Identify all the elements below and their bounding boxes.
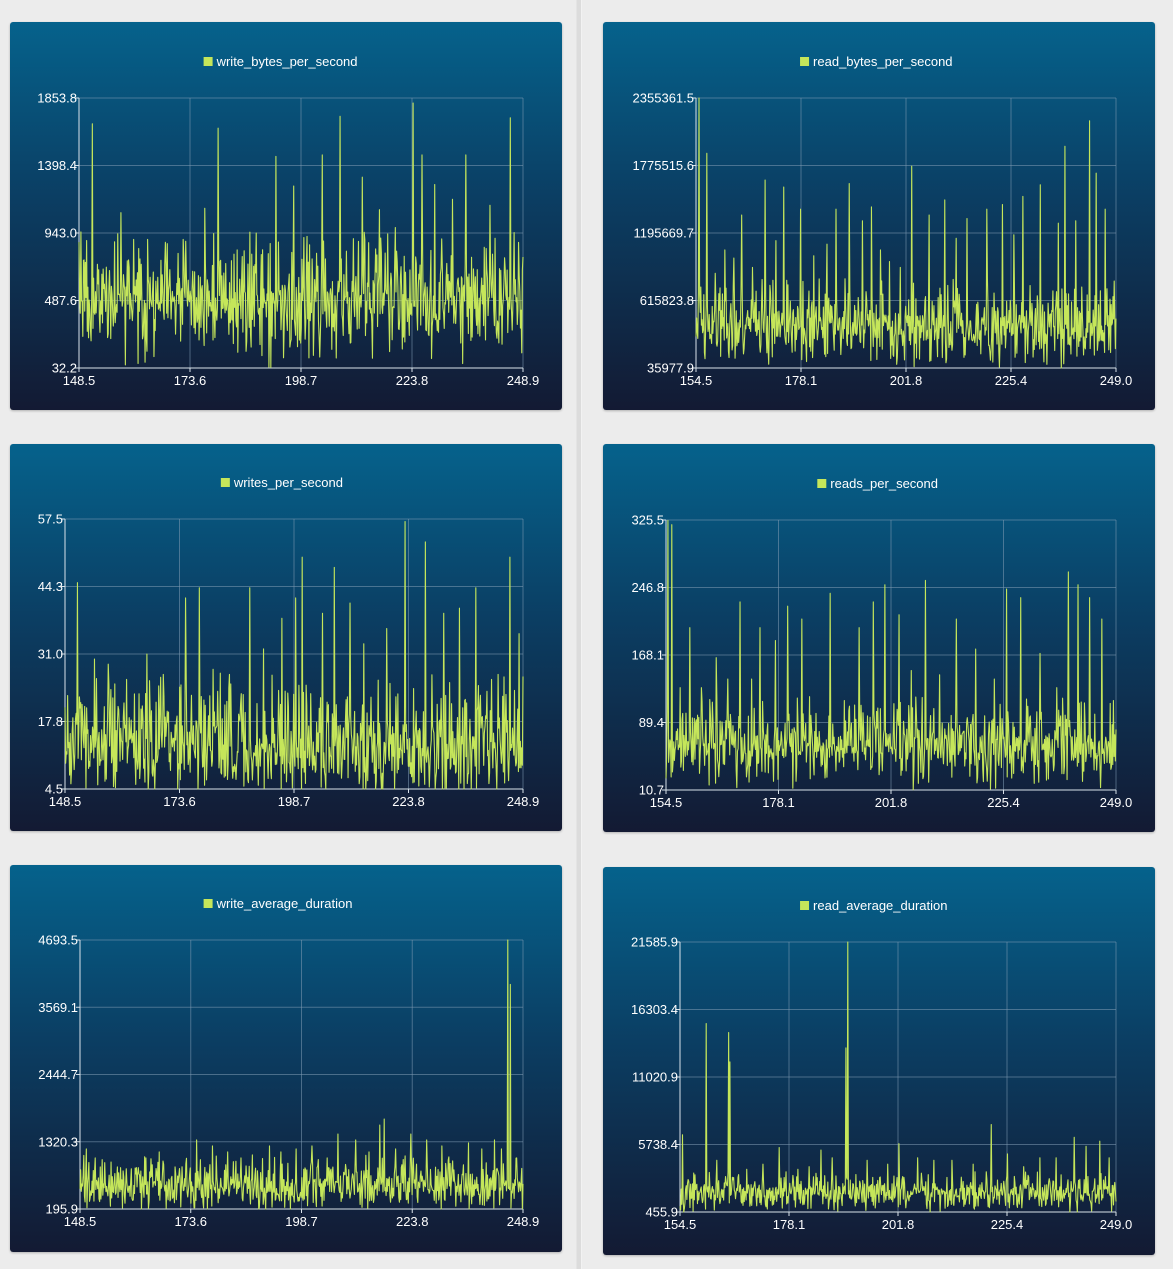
y-tick-label: 4.5 [45, 782, 63, 797]
y-tick-label: 1320.3 [38, 1134, 78, 1149]
x-tick-label: 225.4 [995, 373, 1028, 388]
y-tick-label: 1398.4 [37, 158, 77, 173]
x-tick-label: 249.0 [1100, 1217, 1133, 1232]
x-tick-label: 198.7 [285, 373, 318, 388]
x-tick-label: 154.5 [664, 1217, 697, 1232]
x-tick-label: 225.4 [991, 1217, 1024, 1232]
y-tick-label: 943.0 [44, 226, 77, 241]
legend-swatch [203, 57, 213, 66]
legend[interactable]: reads_per_second [817, 476, 938, 491]
legend-label: read_average_duration [813, 898, 947, 913]
x-tick-label: 248.9 [507, 1214, 540, 1229]
legend[interactable]: write_average_duration [203, 896, 353, 911]
y-tick-label: 16303.4 [631, 1002, 678, 1017]
y-tick-label: 487.6 [44, 293, 77, 308]
x-tick-label: 178.1 [785, 373, 818, 388]
x-tick-label: 225.4 [987, 795, 1020, 810]
y-tick-label: 17.8 [38, 714, 63, 729]
x-tick-label: 201.8 [890, 373, 923, 388]
chart-panel-write-bytes-per-second: 32.2 487.6 943.0 1398.4 1853.8 148.5 173.6 198.… [10, 22, 562, 410]
y-tick-label: 44.3 [38, 579, 63, 594]
chart-panel-read-bytes-per-second: 35977.9 615823.8 1195669.7 1775515.6 2355361… [603, 22, 1155, 410]
y-tick-label: 3569.1 [38, 1000, 78, 1015]
x-tick-label: 249.0 [1100, 373, 1133, 388]
x-tick-label: 198.7 [285, 1214, 318, 1229]
y-tick-label: 21585.9 [631, 935, 678, 950]
x-tick-label: 154.5 [680, 373, 713, 388]
chart-write-bytes-per-second: 32.2 487.6 943.0 1398.4 1853.8 148.5 173.6 198.… [37, 54, 540, 388]
x-tick-label: 148.5 [49, 794, 82, 809]
series-line-read_bytes_per_second [695, 97, 1117, 369]
chart-write-average-duration: 195.9 1320.3 2444.7 3569.1 4693.5 148.5 173.6 1… [38, 896, 540, 1229]
y-tick-label: 32.2 [52, 361, 77, 376]
y-tick-label: 35977.9 [647, 361, 694, 376]
y-tick-label: 89.4 [639, 715, 664, 730]
legend-swatch [220, 478, 230, 487]
column-divider [576, 0, 582, 1269]
series-line-write_bytes_per_second [78, 102, 524, 369]
chart-reads-per-second: 10.7 89.4 168.1 246.8 325.5 154.5 178.1 201.8 22… [631, 476, 1133, 810]
x-tick-label: 248.9 [507, 794, 540, 809]
y-tick-label: 4693.5 [38, 933, 78, 948]
x-tick-label: 223.8 [392, 794, 425, 809]
y-tick-label: 195.9 [45, 1202, 78, 1217]
legend-label: reads_per_second [830, 476, 938, 491]
x-tick-label: 198.7 [278, 794, 311, 809]
y-tick-label: 5738.4 [638, 1137, 678, 1152]
x-tick-label: 154.5 [650, 795, 683, 810]
legend-swatch [817, 479, 827, 488]
x-tick-label: 148.5 [63, 373, 96, 388]
legend-label: writes_per_second [233, 475, 343, 490]
y-tick-label: 1853.8 [37, 91, 77, 106]
x-tick-label: 201.8 [875, 795, 908, 810]
y-tick-label: 615823.8 [640, 293, 694, 308]
y-tick-label: 31.0 [38, 647, 63, 662]
y-tick-label: 168.1 [631, 648, 664, 663]
chart-panel-writes-per-second: 4.5 17.8 31.0 44.3 57.5 148.5 173.6 198.7 223.8 2… [10, 444, 562, 831]
legend[interactable]: read_bytes_per_second [800, 54, 953, 69]
x-tick-label: 173.6 [163, 794, 196, 809]
series-line-reads_per_second [665, 519, 1117, 791]
y-tick-label: 455.9 [645, 1205, 678, 1220]
legend-swatch [203, 899, 213, 908]
y-tick-label: 1775515.6 [633, 158, 694, 173]
series-line-write_average_duration [79, 939, 524, 1210]
chart-read-average-duration: 455.9 5738.4 11020.9 16303.4 21585.9 154.5 178… [631, 898, 1133, 1232]
y-tick-label: 2355361.5 [633, 91, 694, 106]
y-tick-label: 2444.7 [38, 1067, 78, 1082]
legend-label: read_bytes_per_second [813, 54, 953, 69]
legend[interactable]: read_average_duration [800, 898, 947, 913]
x-tick-label: 173.6 [174, 1214, 207, 1229]
series-line-writes_per_second [64, 521, 524, 790]
x-tick-label: 223.8 [396, 1214, 429, 1229]
y-tick-label: 325.5 [631, 513, 664, 528]
x-tick-label: 201.8 [882, 1217, 915, 1232]
legend-label: write_average_duration [216, 896, 353, 911]
x-tick-label: 173.6 [174, 373, 207, 388]
chart-panel-reads-per-second: 10.7 89.4 168.1 246.8 325.5 154.5 178.1 201.8 22… [603, 444, 1155, 832]
x-tick-label: 178.1 [773, 1217, 806, 1232]
chart-writes-per-second: 4.5 17.8 31.0 44.3 57.5 148.5 173.6 198.7 223.8 2… [38, 475, 540, 809]
x-tick-label: 249.0 [1100, 795, 1133, 810]
legend-swatch [800, 901, 810, 910]
x-tick-label: 248.9 [507, 373, 540, 388]
y-tick-label: 246.8 [631, 580, 664, 595]
x-tick-label: 223.8 [396, 373, 429, 388]
y-tick-label: 10.7 [639, 783, 664, 798]
y-tick-label: 11020.9 [632, 1070, 678, 1085]
legend-swatch [800, 57, 810, 66]
series-line-read_average_duration [679, 941, 1117, 1213]
y-tick-label: 57.5 [38, 512, 63, 527]
legend-label: write_bytes_per_second [216, 54, 358, 69]
legend[interactable]: writes_per_second [220, 475, 343, 490]
legend[interactable]: write_bytes_per_second [203, 54, 358, 69]
chart-panel-read-average-duration: 455.9 5738.4 11020.9 16303.4 21585.9 154.5 178… [603, 867, 1155, 1255]
y-tick-label: 1195669.7 [634, 226, 695, 241]
chart-panel-write-average-duration: 195.9 1320.3 2444.7 3569.1 4693.5 148.5 173.6 1… [10, 865, 562, 1252]
x-tick-label: 178.1 [762, 795, 795, 810]
chart-read-bytes-per-second: 35977.9 615823.8 1195669.7 1775515.6 2355361… [633, 54, 1133, 388]
x-tick-label: 148.5 [64, 1214, 97, 1229]
